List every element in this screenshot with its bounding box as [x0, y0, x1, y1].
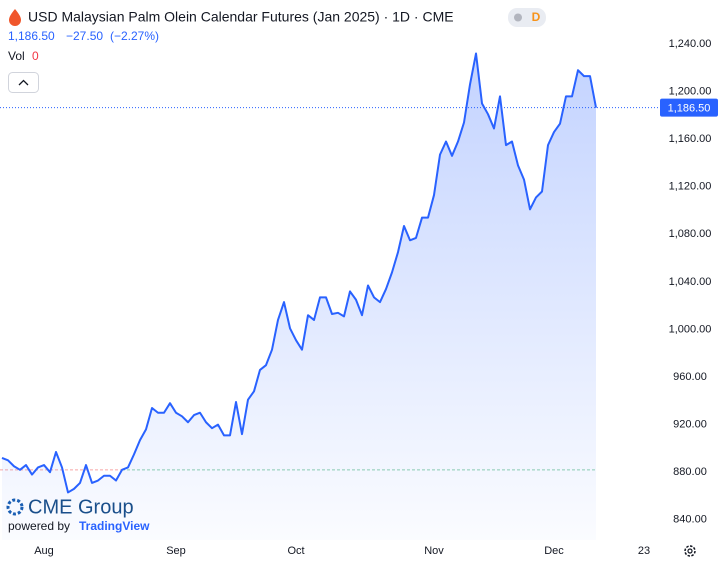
y-tick-label: 960.00	[673, 371, 707, 383]
chart-title: USD Malaysian Palm Olein Calendar Future…	[28, 9, 454, 25]
x-tick-label: Aug	[34, 545, 54, 557]
vol-label: Vol	[8, 49, 25, 63]
settings-icon[interactable]	[684, 545, 696, 557]
collapse-button[interactable]	[8, 72, 39, 93]
vol-value: 0	[32, 49, 39, 63]
badge[interactable]: D	[532, 10, 541, 24]
last-price-label: 1,186.50	[668, 103, 711, 115]
x-tick-label: Sep	[166, 545, 186, 557]
x-tick-label: Nov	[424, 545, 444, 557]
plot-area	[0, 52, 660, 540]
powered-brand: TradingView	[79, 519, 150, 533]
badge-dot	[514, 13, 522, 22]
y-tick-label: 840.00	[673, 514, 707, 526]
area	[2, 53, 596, 540]
powered-by: powered by	[8, 519, 70, 533]
y-tick-label: 1,080.00	[669, 228, 712, 240]
last-price-box	[660, 98, 718, 117]
y-tick-label: 920.00	[673, 419, 707, 431]
x-tick-label: Oct	[287, 545, 304, 557]
line	[1, 52, 597, 494]
y-tick-label: 880.00	[673, 466, 707, 478]
y-tick-label: 1,000.00	[669, 323, 712, 335]
y-tick-label: 1,160.00	[669, 133, 712, 145]
y-tick-label: 1,040.00	[669, 276, 712, 288]
logo: CME Group powered by TradingView	[6, 496, 150, 533]
y-tick-label: 1,120.00	[669, 181, 712, 193]
settings-icon-center	[687, 548, 693, 554]
change: −27.50	[66, 29, 103, 43]
symbol-icon	[9, 9, 21, 26]
last-price: 1,186.50	[8, 29, 55, 43]
x-tick-label: 23	[638, 545, 650, 557]
change-pct: (−2.27%)	[110, 29, 159, 43]
axes: 840.00 880.00 920.00 960.00 1,000.00 1,040.00…	[34, 38, 718, 557]
badge-bg	[508, 8, 546, 27]
collapse-icon	[18, 79, 29, 86]
y-tick-label: 1,240.00	[669, 38, 712, 50]
logo-text: CME Group	[28, 496, 134, 518]
logo-mark	[6, 498, 24, 516]
y-tick-label: 1,200.00	[669, 85, 712, 97]
x-tick-label: Dec	[544, 545, 564, 557]
